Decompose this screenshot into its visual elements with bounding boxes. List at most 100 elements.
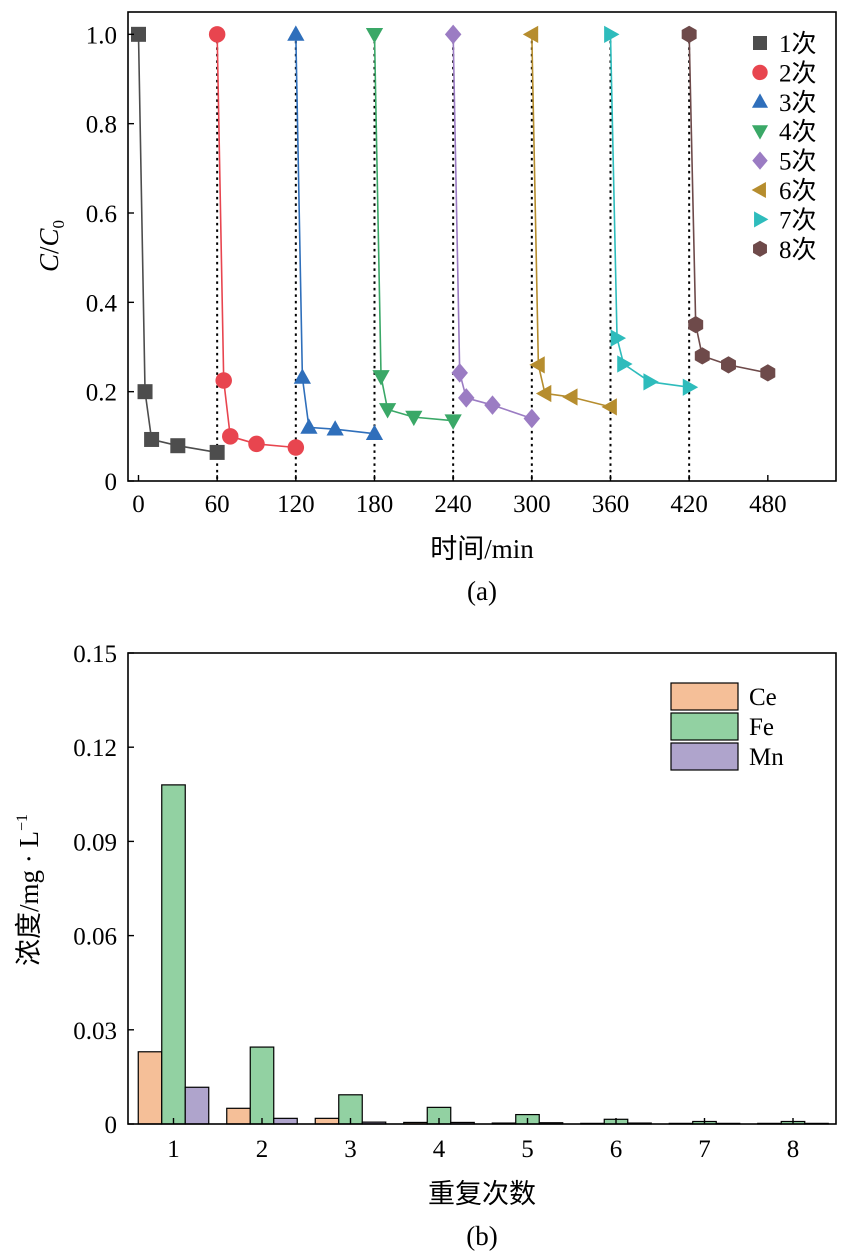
legend-marker-a-7 xyxy=(754,211,769,228)
data-point-s7-2 xyxy=(610,329,627,347)
data-point-s3-1 xyxy=(287,25,305,41)
legend-b: Ce Fe Mn xyxy=(670,682,784,771)
data-point-s3-3 xyxy=(300,418,318,434)
y-tick-label-a-2: 0.4 xyxy=(86,290,118,317)
y-axis-a: 0 0.2 0.4 0.6 0.8 1.0 xyxy=(86,22,134,496)
data-point-s3-4 xyxy=(326,420,344,436)
legend-swatch-b-Fe xyxy=(670,712,739,741)
x-tick-label-b-7: 7 xyxy=(698,1136,711,1163)
legend-marker-a-2 xyxy=(752,64,768,81)
data-point-s8-1 xyxy=(681,25,697,43)
legend-label-a-1: 1次 xyxy=(779,30,817,58)
legend-swatch-b-Ce xyxy=(670,682,739,711)
legend-marker-a-8 xyxy=(753,240,767,257)
data-point-s8-2 xyxy=(688,316,704,334)
legend-marker-a-3 xyxy=(751,93,769,108)
series-6 xyxy=(522,25,617,416)
legend-marker-a-4 xyxy=(751,125,769,140)
data-point-s2-3 xyxy=(222,428,239,445)
y-axis-label-a-num: C xyxy=(34,253,64,272)
legend-label-a-2: 2次 xyxy=(779,59,817,87)
data-point-s7-3 xyxy=(617,355,633,373)
x-tick-label-b-8: 8 xyxy=(787,1136,800,1163)
data-point-s3-5 xyxy=(365,424,384,441)
y-axis-label-a-sub: 0 xyxy=(49,220,68,229)
series-3 xyxy=(287,25,384,441)
data-point-s6-4 xyxy=(562,388,578,406)
data-point-s4-3 xyxy=(378,403,397,419)
data-point-s6-1 xyxy=(522,25,539,43)
y-tick-label-a-3: 0.6 xyxy=(86,201,117,228)
panel-label-b: (b) xyxy=(466,1221,497,1251)
bar-Fe-1 xyxy=(161,784,186,1125)
y-axis-label-a: C/C0 xyxy=(34,220,68,272)
bar-Fe-2 xyxy=(249,1046,275,1125)
data-point-s8-3 xyxy=(694,347,710,365)
data-point-s7-1 xyxy=(604,25,620,43)
y-axis-b: 0 0.03 0.06 0.09 0.12 0.15 xyxy=(73,641,134,1139)
x-tick-label-a-180: 180 xyxy=(356,491,394,518)
panel-label-a: (a) xyxy=(467,576,497,606)
x-tick-label-b-4: 4 xyxy=(433,1136,446,1163)
x-tick-label-a-420: 420 xyxy=(670,491,708,518)
x-tick-label-b-3: 3 xyxy=(344,1136,357,1163)
y-axis-label-b: 浓度/mg · L−1 xyxy=(14,814,44,966)
y-tick-label-a-4: 0.8 xyxy=(86,112,117,139)
x-axis-a: 0 60 120 180 240 300 360 420 480 xyxy=(132,475,787,518)
data-point-s5-4 xyxy=(484,395,501,415)
legend-label-a-3: 3次 xyxy=(779,89,817,117)
legend-label-a-4: 4次 xyxy=(779,118,817,146)
x-tick-label-b-2: 2 xyxy=(256,1136,269,1163)
x-tick-label-b-6: 6 xyxy=(610,1136,623,1163)
y-tick-label-b-0: 0 xyxy=(105,1112,118,1139)
data-point-s5-5 xyxy=(523,408,541,429)
legend-marker-a-6 xyxy=(751,181,766,199)
data-point-s2-1 xyxy=(208,26,226,43)
legend-marker-a-1 xyxy=(753,36,767,50)
x-tick-label-b-5: 5 xyxy=(521,1136,534,1163)
bar-Mn-1 xyxy=(184,1086,210,1125)
legend-label-a-8: 8次 xyxy=(779,236,817,264)
x-tick-label-a-300: 300 xyxy=(513,491,551,518)
y-axis-label-b-main: 浓度/mg · L xyxy=(14,831,44,966)
bar-Ce-1 xyxy=(137,1051,163,1125)
data-point-s5-3 xyxy=(458,388,475,408)
data-point-s6-5 xyxy=(601,398,617,416)
legend-label-a-7: 7次 xyxy=(779,206,817,234)
x-tick-label-a-480: 480 xyxy=(749,491,787,518)
data-point-s8-4 xyxy=(721,356,736,374)
series-5 xyxy=(444,24,541,429)
legend-label-b-Mn: Mn xyxy=(749,744,784,771)
data-point-s1-5 xyxy=(209,444,225,460)
data-point-s2-4 xyxy=(248,435,265,453)
data-point-s5-1 xyxy=(444,24,462,45)
x-axis-label-b: 重复次数 xyxy=(428,1179,536,1209)
data-point-s1-3 xyxy=(144,431,160,447)
y-tick-label-b-4: 0.12 xyxy=(73,735,117,762)
series-7 xyxy=(604,25,699,396)
data-point-s7-5 xyxy=(682,378,699,396)
legend-marker-a-5 xyxy=(752,151,768,170)
series-8 xyxy=(681,25,776,382)
data-point-s7-4 xyxy=(643,373,659,391)
data-point-s4-5 xyxy=(444,414,462,430)
data-point-s2-2 xyxy=(215,372,232,389)
data-point-s1-1 xyxy=(130,26,146,42)
data-point-s3-2 xyxy=(293,368,311,384)
y-axis-label-a-slash: / xyxy=(34,246,64,254)
series-4 xyxy=(365,27,462,430)
y-axis-label-a-denom: C xyxy=(34,227,64,246)
series-group xyxy=(130,24,776,460)
legend-label-b-Fe: Fe xyxy=(749,714,774,741)
bar-Mn-2 xyxy=(273,1117,298,1125)
y-tick-label-b-1: 0.03 xyxy=(73,1018,117,1045)
data-point-s8-5 xyxy=(760,364,776,382)
y-tick-label-a-5: 1.0 xyxy=(86,22,117,49)
y-axis-label-b-sup: −1 xyxy=(14,814,31,831)
x-axis-label-a: 时间/min xyxy=(430,534,534,564)
plot-frame-a xyxy=(127,11,837,482)
data-point-s6-3 xyxy=(535,384,552,403)
x-axis-b: 1 2 3 4 5 6 7 8 xyxy=(167,1118,799,1163)
